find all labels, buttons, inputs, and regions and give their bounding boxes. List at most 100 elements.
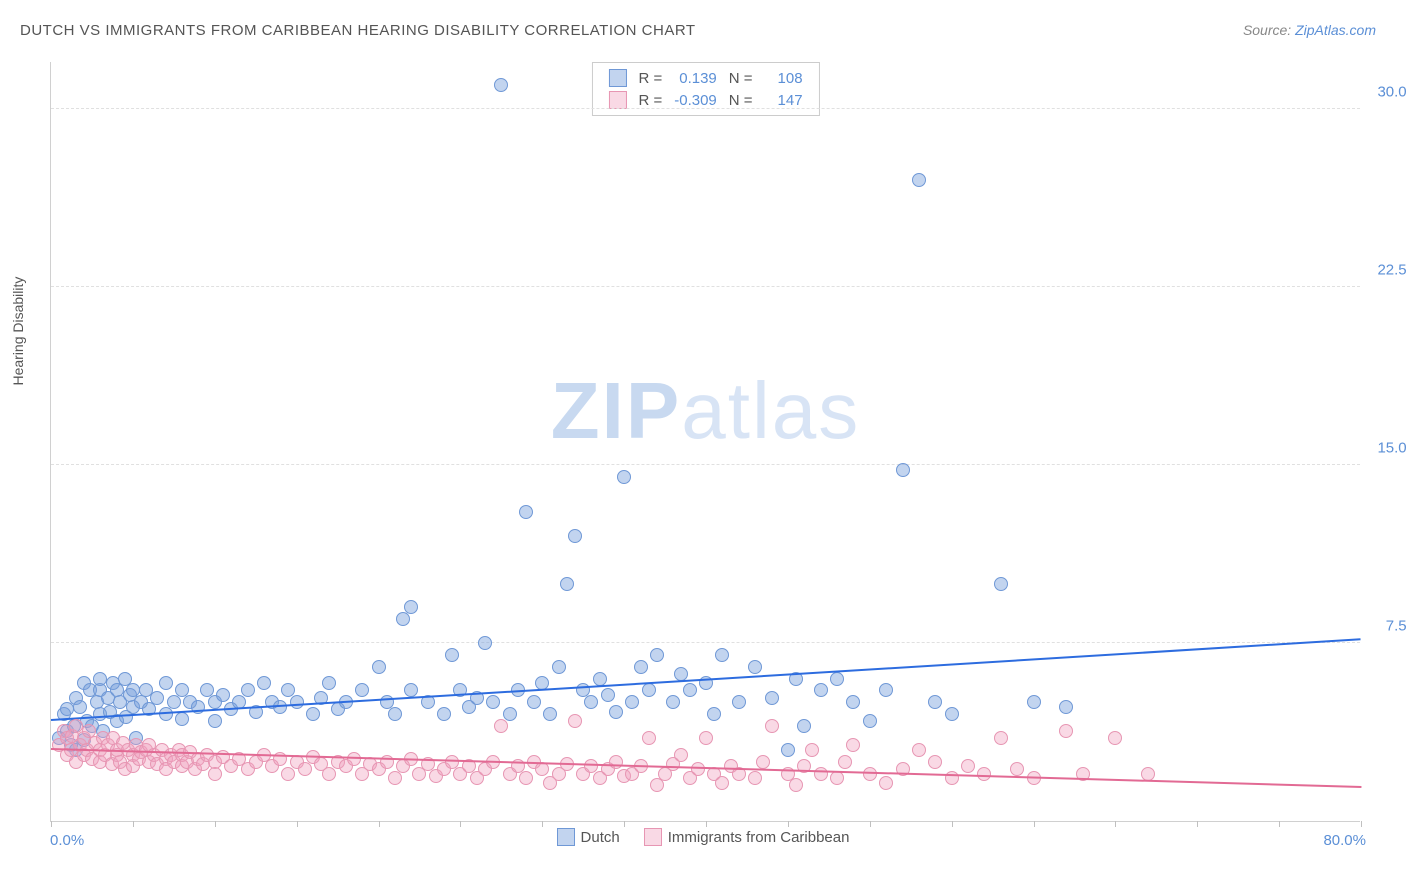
data-point bbox=[298, 762, 312, 776]
x-tick bbox=[1034, 821, 1035, 827]
data-point bbox=[560, 577, 574, 591]
data-point bbox=[93, 672, 107, 686]
legend-label: Dutch bbox=[581, 829, 620, 846]
data-point bbox=[699, 731, 713, 745]
legend-item: Dutch bbox=[557, 828, 620, 846]
gridline bbox=[51, 642, 1360, 643]
data-point bbox=[478, 636, 492, 650]
data-point bbox=[290, 695, 304, 709]
data-point bbox=[322, 676, 336, 690]
data-point bbox=[715, 776, 729, 790]
data-point bbox=[928, 695, 942, 709]
data-point bbox=[216, 688, 230, 702]
data-point bbox=[257, 676, 271, 690]
data-point bbox=[73, 700, 87, 714]
data-point bbox=[994, 577, 1008, 591]
data-point bbox=[715, 648, 729, 662]
data-point bbox=[994, 731, 1008, 745]
data-point bbox=[1027, 695, 1041, 709]
data-point bbox=[208, 714, 222, 728]
r-value: 0.139 bbox=[668, 67, 723, 89]
data-point bbox=[625, 695, 639, 709]
data-point bbox=[863, 714, 877, 728]
data-point bbox=[617, 470, 631, 484]
x-tick bbox=[297, 821, 298, 827]
data-point bbox=[765, 719, 779, 733]
data-point bbox=[1059, 724, 1073, 738]
data-point bbox=[748, 660, 762, 674]
n-label: N = bbox=[723, 67, 759, 89]
data-point bbox=[846, 738, 860, 752]
data-point bbox=[241, 683, 255, 697]
data-point bbox=[552, 660, 566, 674]
data-point bbox=[805, 743, 819, 757]
data-point bbox=[355, 683, 369, 697]
data-point bbox=[404, 683, 418, 697]
x-tick bbox=[51, 821, 52, 827]
watermark: ZIPatlas bbox=[551, 365, 860, 457]
data-point bbox=[159, 676, 173, 690]
data-point bbox=[912, 743, 926, 757]
gridline bbox=[51, 286, 1360, 287]
y-tick-label: 7.5% bbox=[1365, 617, 1406, 634]
x-tick bbox=[952, 821, 953, 827]
data-point bbox=[642, 683, 656, 697]
data-point bbox=[830, 771, 844, 785]
y-tick-label: 22.5% bbox=[1365, 261, 1406, 278]
data-point bbox=[527, 695, 541, 709]
data-point bbox=[814, 767, 828, 781]
x-tick bbox=[542, 821, 543, 827]
data-point bbox=[372, 660, 386, 674]
x-tick bbox=[624, 821, 625, 827]
scatter-plot-area: ZIPatlas R =0.139N =108R =-0.309N =147 7… bbox=[50, 62, 1360, 822]
data-point bbox=[912, 173, 926, 187]
x-tick bbox=[788, 821, 789, 827]
gridline bbox=[51, 108, 1360, 109]
data-point bbox=[1108, 731, 1122, 745]
data-point bbox=[642, 731, 656, 745]
data-point bbox=[797, 719, 811, 733]
data-point bbox=[396, 612, 410, 626]
watermark-bold: ZIP bbox=[551, 366, 681, 455]
x-tick bbox=[870, 821, 871, 827]
n-value: 108 bbox=[759, 67, 809, 89]
r-label: R = bbox=[632, 67, 668, 89]
data-point bbox=[519, 505, 533, 519]
source-link[interactable]: ZipAtlas.com bbox=[1295, 22, 1376, 38]
y-tick-label: 15.0% bbox=[1365, 439, 1406, 456]
data-point bbox=[593, 672, 607, 686]
data-point bbox=[306, 707, 320, 721]
data-point bbox=[756, 755, 770, 769]
legend-swatch bbox=[644, 828, 662, 846]
data-point bbox=[650, 648, 664, 662]
data-point bbox=[1059, 700, 1073, 714]
data-point bbox=[437, 707, 451, 721]
legend-swatch bbox=[557, 828, 575, 846]
data-point bbox=[388, 707, 402, 721]
legend-stat-row: R =0.139N =108 bbox=[602, 67, 808, 89]
data-point bbox=[388, 771, 402, 785]
data-point bbox=[568, 529, 582, 543]
data-point bbox=[748, 771, 762, 785]
data-point bbox=[765, 691, 779, 705]
data-point bbox=[977, 767, 991, 781]
data-point bbox=[945, 707, 959, 721]
legend-item: Immigrants from Caribbean bbox=[644, 828, 850, 846]
data-point bbox=[789, 778, 803, 792]
x-tick bbox=[1115, 821, 1116, 827]
data-point bbox=[732, 695, 746, 709]
y-axis-label: Hearing Disability bbox=[10, 277, 26, 386]
data-point bbox=[781, 743, 795, 757]
chart-title: DUTCH VS IMMIGRANTS FROM CARIBBEAN HEARI… bbox=[20, 22, 696, 39]
data-point bbox=[1010, 762, 1024, 776]
data-point bbox=[568, 714, 582, 728]
x-tick bbox=[215, 821, 216, 827]
x-tick bbox=[1361, 821, 1362, 827]
x-tick bbox=[706, 821, 707, 827]
data-point bbox=[896, 463, 910, 477]
trend-line bbox=[51, 639, 1361, 722]
x-tick bbox=[1279, 821, 1280, 827]
data-point bbox=[634, 660, 648, 674]
x-tick bbox=[379, 821, 380, 827]
data-point bbox=[707, 707, 721, 721]
